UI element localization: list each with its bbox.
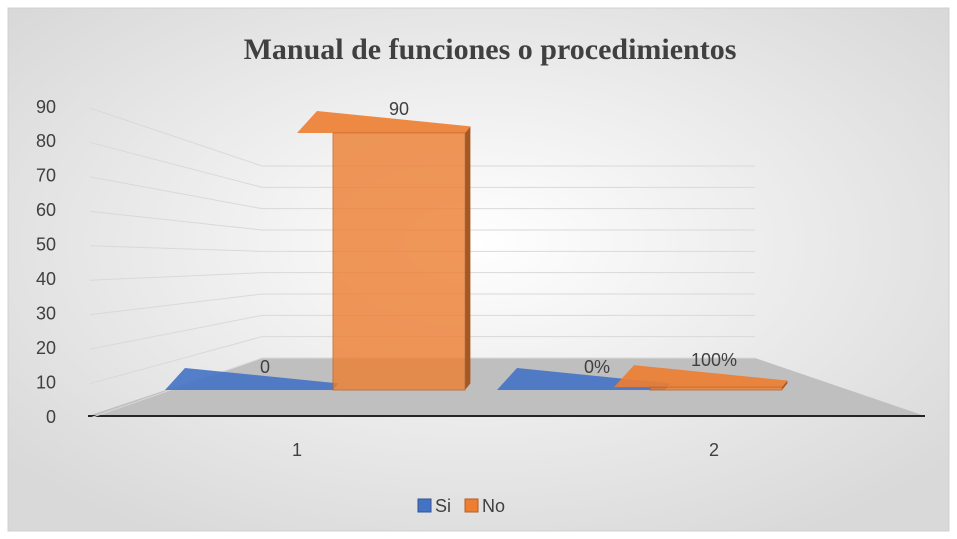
chart-background [7, 7, 950, 532]
y-tick-label: 90 [36, 97, 56, 117]
y-tick-label: 50 [36, 235, 56, 255]
data-label: 90 [389, 99, 409, 119]
x-tick-label: 2 [709, 440, 719, 460]
bar-front [649, 386, 783, 391]
bar [297, 111, 471, 391]
data-label: 0% [584, 357, 610, 377]
grid-line [89, 245, 263, 252]
grid-line [89, 293, 263, 316]
bar-side [465, 126, 471, 391]
y-tick-label: 60 [36, 200, 56, 220]
legend-label: No [482, 496, 505, 516]
y-tick-label: 20 [36, 338, 56, 358]
bar-front [332, 132, 466, 391]
bar-top [297, 111, 471, 133]
grid-line [89, 107, 263, 167]
bar-top [165, 368, 339, 390]
bar-side [782, 380, 788, 390]
legend-label: Si [435, 496, 451, 516]
bar [614, 365, 788, 391]
grid-line [89, 314, 263, 350]
bar [165, 368, 339, 390]
y-tick-label: 30 [36, 303, 56, 323]
grid-line [89, 272, 263, 281]
data-label: 100% [691, 350, 737, 370]
y-tick-label: 10 [36, 372, 56, 392]
grid-line [89, 210, 263, 231]
y-tick-label: 40 [36, 269, 56, 289]
grid-line [89, 176, 263, 210]
data-label: 0 [260, 357, 270, 377]
bar-top [614, 365, 788, 388]
legend-swatch [464, 498, 479, 513]
grid-line [89, 336, 263, 385]
legend-swatch [417, 498, 432, 513]
y-tick-label: 80 [36, 131, 56, 151]
y-tick-label: 70 [36, 166, 56, 186]
grid-line [89, 141, 263, 188]
chart-title: Manual de funciones o procedimientos [244, 33, 737, 66]
x-tick-label: 1 [292, 440, 302, 460]
y-tick-label: 0 [46, 407, 56, 427]
